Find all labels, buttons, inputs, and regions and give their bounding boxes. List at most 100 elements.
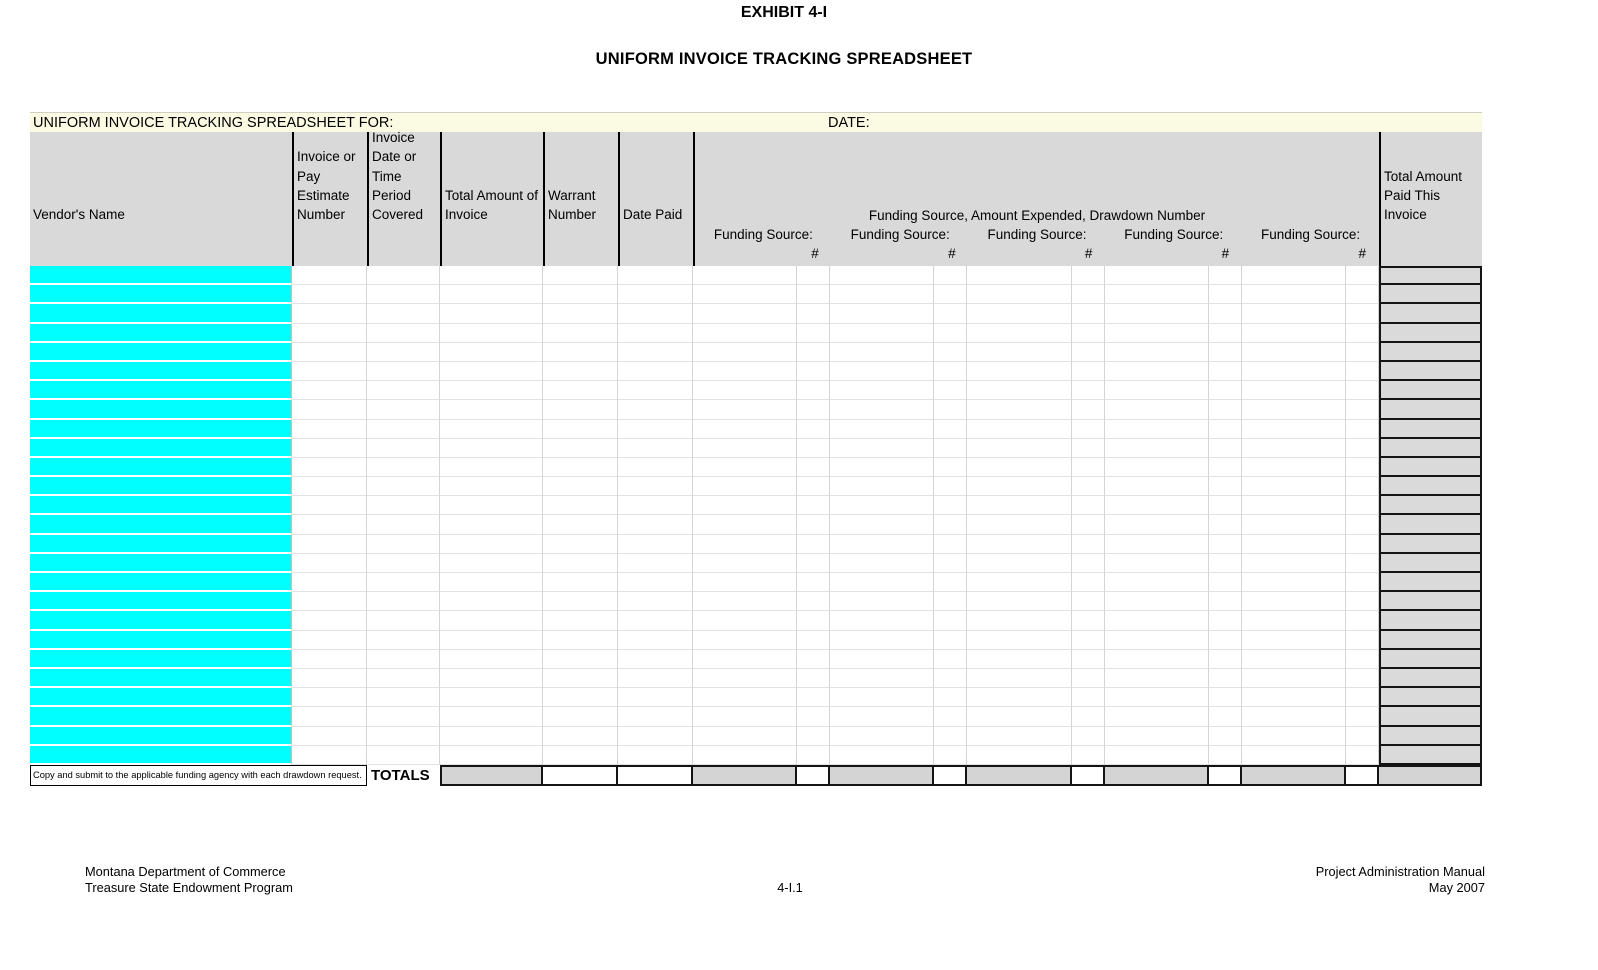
grid-cell	[543, 515, 618, 535]
total-paid-cell	[1378, 649, 1482, 669]
grid-cell	[830, 400, 935, 420]
grid-cell	[1071, 534, 1105, 554]
grid-cell	[1071, 438, 1105, 458]
grid-cell	[543, 419, 618, 439]
vendor-cell	[30, 438, 292, 458]
grid-cell	[367, 266, 440, 286]
grid-cell	[934, 419, 968, 439]
grid-cell	[830, 323, 935, 343]
grid-cell	[693, 668, 798, 689]
table-row	[30, 342, 1482, 362]
grid-cell	[934, 381, 968, 401]
grid-cell	[440, 726, 543, 746]
grid-cell	[292, 323, 367, 343]
grid-cell	[543, 304, 618, 324]
header-label: Total Amount Paid This Invoice	[1384, 168, 1463, 222]
table-row	[30, 400, 1482, 420]
grid-cell	[693, 726, 798, 746]
grid-cell	[1345, 323, 1379, 343]
grid-cell	[830, 304, 935, 324]
grid-cell	[1208, 400, 1242, 420]
totals-cell	[1104, 764, 1209, 786]
grid-cell	[830, 361, 935, 382]
grid-cell	[1208, 361, 1242, 382]
grid-cell	[543, 630, 618, 650]
page-title: UNIFORM INVOICE TRACKING SPREADSHEET	[595, 50, 973, 68]
vendor-cell	[30, 611, 292, 631]
grid-cell	[830, 266, 935, 286]
grid-cell	[618, 419, 693, 439]
grid-cell	[693, 381, 798, 401]
grid-cell	[934, 477, 968, 497]
grid-cell	[618, 668, 693, 689]
grid-cell	[967, 323, 1072, 343]
grid-cell	[693, 438, 798, 458]
vendor-cell	[30, 361, 292, 382]
table-row	[30, 592, 1482, 612]
table-row	[30, 534, 1482, 554]
grid-cell	[967, 668, 1072, 689]
grid-cell	[543, 342, 618, 362]
drawdown-number-header: #	[1084, 246, 1093, 261]
grid-cell	[967, 496, 1072, 516]
grid-cell	[1241, 419, 1346, 439]
grid-cell	[1104, 688, 1209, 708]
grid-cell	[618, 361, 693, 382]
grid-cell	[440, 400, 543, 420]
grid-cell	[1345, 361, 1379, 382]
grid-cell	[543, 553, 618, 573]
grid-cell	[934, 534, 968, 554]
funding-source-header: Funding Source:	[850, 227, 950, 242]
grid-cell	[797, 285, 831, 305]
vendor-cell	[30, 400, 292, 420]
grid-cell	[830, 496, 935, 516]
grid-cell	[367, 534, 440, 554]
grid-cell	[967, 611, 1072, 631]
drawdown-number-header: #	[948, 246, 956, 261]
grid-cell	[967, 553, 1072, 573]
grid-cell	[1241, 688, 1346, 708]
table-row	[30, 630, 1482, 650]
grid-cell	[618, 342, 693, 362]
grid-cell	[1208, 381, 1242, 401]
grid-cell	[1104, 745, 1209, 765]
grid-cell	[693, 419, 798, 439]
grid-cell	[1241, 477, 1346, 497]
grid-cell	[618, 477, 693, 497]
table-row	[30, 266, 1482, 286]
grid-cell	[934, 342, 968, 362]
grid-cell	[967, 649, 1072, 669]
grid-cell	[797, 323, 831, 343]
grid-cell	[830, 553, 935, 573]
grid-cell	[693, 707, 798, 727]
grid-cell	[1241, 592, 1346, 612]
grid-cell	[693, 400, 798, 420]
funding-group-title: Funding Source, Amount Expended, Drawdow…	[868, 208, 1206, 223]
grid-cell	[1104, 400, 1209, 420]
grid-cell	[797, 573, 831, 593]
grid-cell	[934, 285, 968, 305]
table-row	[30, 304, 1482, 324]
grid-cell	[797, 707, 831, 727]
grid-cell	[797, 477, 831, 497]
grid-cell	[1208, 630, 1242, 650]
header-invoice-date: Invoice Date or Time Period Covered	[367, 130, 440, 266]
grid-cell	[292, 553, 367, 573]
total-paid-cell	[1378, 496, 1482, 516]
grid-cell	[1071, 688, 1105, 708]
grid-cell	[693, 477, 798, 497]
grid-cell	[934, 592, 968, 612]
grid-cell	[618, 457, 693, 478]
total-paid-cell	[1378, 515, 1482, 535]
grid-cell	[367, 707, 440, 727]
header-label: Warrant Number	[548, 187, 597, 222]
table-row	[30, 515, 1482, 535]
grid-cell	[1071, 726, 1105, 746]
table-row	[30, 649, 1482, 669]
totals-cell	[1208, 764, 1242, 786]
grid-cell	[618, 323, 693, 343]
spreadsheet-body	[30, 266, 1482, 765]
grid-cell	[618, 438, 693, 458]
grid-cell	[1071, 323, 1105, 343]
grid-cell	[543, 381, 618, 401]
